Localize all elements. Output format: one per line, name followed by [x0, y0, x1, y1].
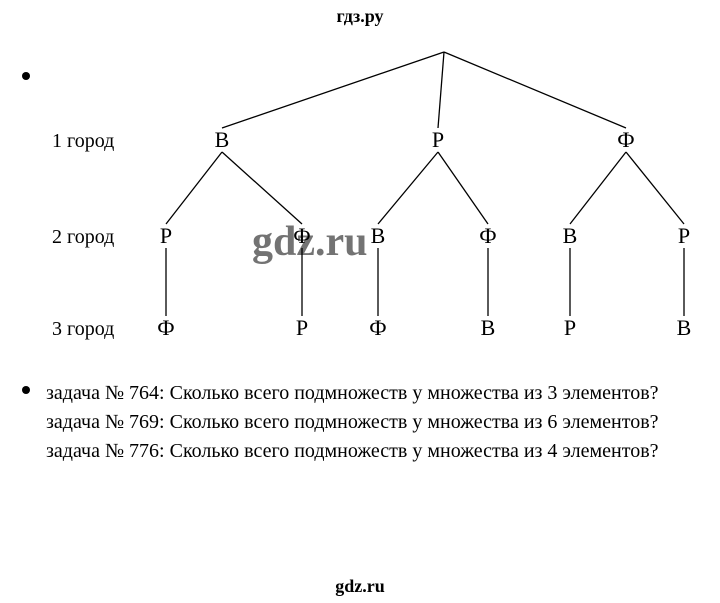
tree-node-l3-0: Ф: [157, 315, 174, 341]
tree-edges: [0, 0, 720, 603]
tree-node-l3-4: Р: [564, 315, 576, 341]
tree-node-l2-5: Р: [678, 223, 690, 249]
row-label-3: 3 город: [52, 318, 114, 341]
task-1: задача № 764: Сколько всего подмножеств …: [46, 380, 696, 407]
row-label-1: 1 город: [52, 130, 114, 153]
tree-node-l3-1: Р: [296, 315, 308, 341]
tree-node-l2-1: Ф: [293, 223, 310, 249]
tree-node-l3-3: В: [481, 315, 496, 341]
task-3: задача № 776: Сколько всего подмножеств …: [46, 438, 696, 465]
tree-node-l2-2: В: [371, 223, 386, 249]
tree-node-l2-4: В: [563, 223, 578, 249]
tasks-block: задача № 764: Сколько всего подмножеств …: [46, 380, 696, 467]
tree-node-l3-5: В: [677, 315, 692, 341]
tree-node-l2-3: Ф: [479, 223, 496, 249]
task-2: задача № 769: Сколько всего подмножеств …: [46, 409, 696, 436]
tree-node-l1-2: Ф: [617, 127, 634, 153]
tree-node-l3-2: Ф: [369, 315, 386, 341]
tree-node-l1-1: Р: [432, 127, 444, 153]
tree-node-l2-0: Р: [160, 223, 172, 249]
row-label-2: 2 город: [52, 226, 114, 249]
tree-node-l1-0: В: [215, 127, 230, 153]
